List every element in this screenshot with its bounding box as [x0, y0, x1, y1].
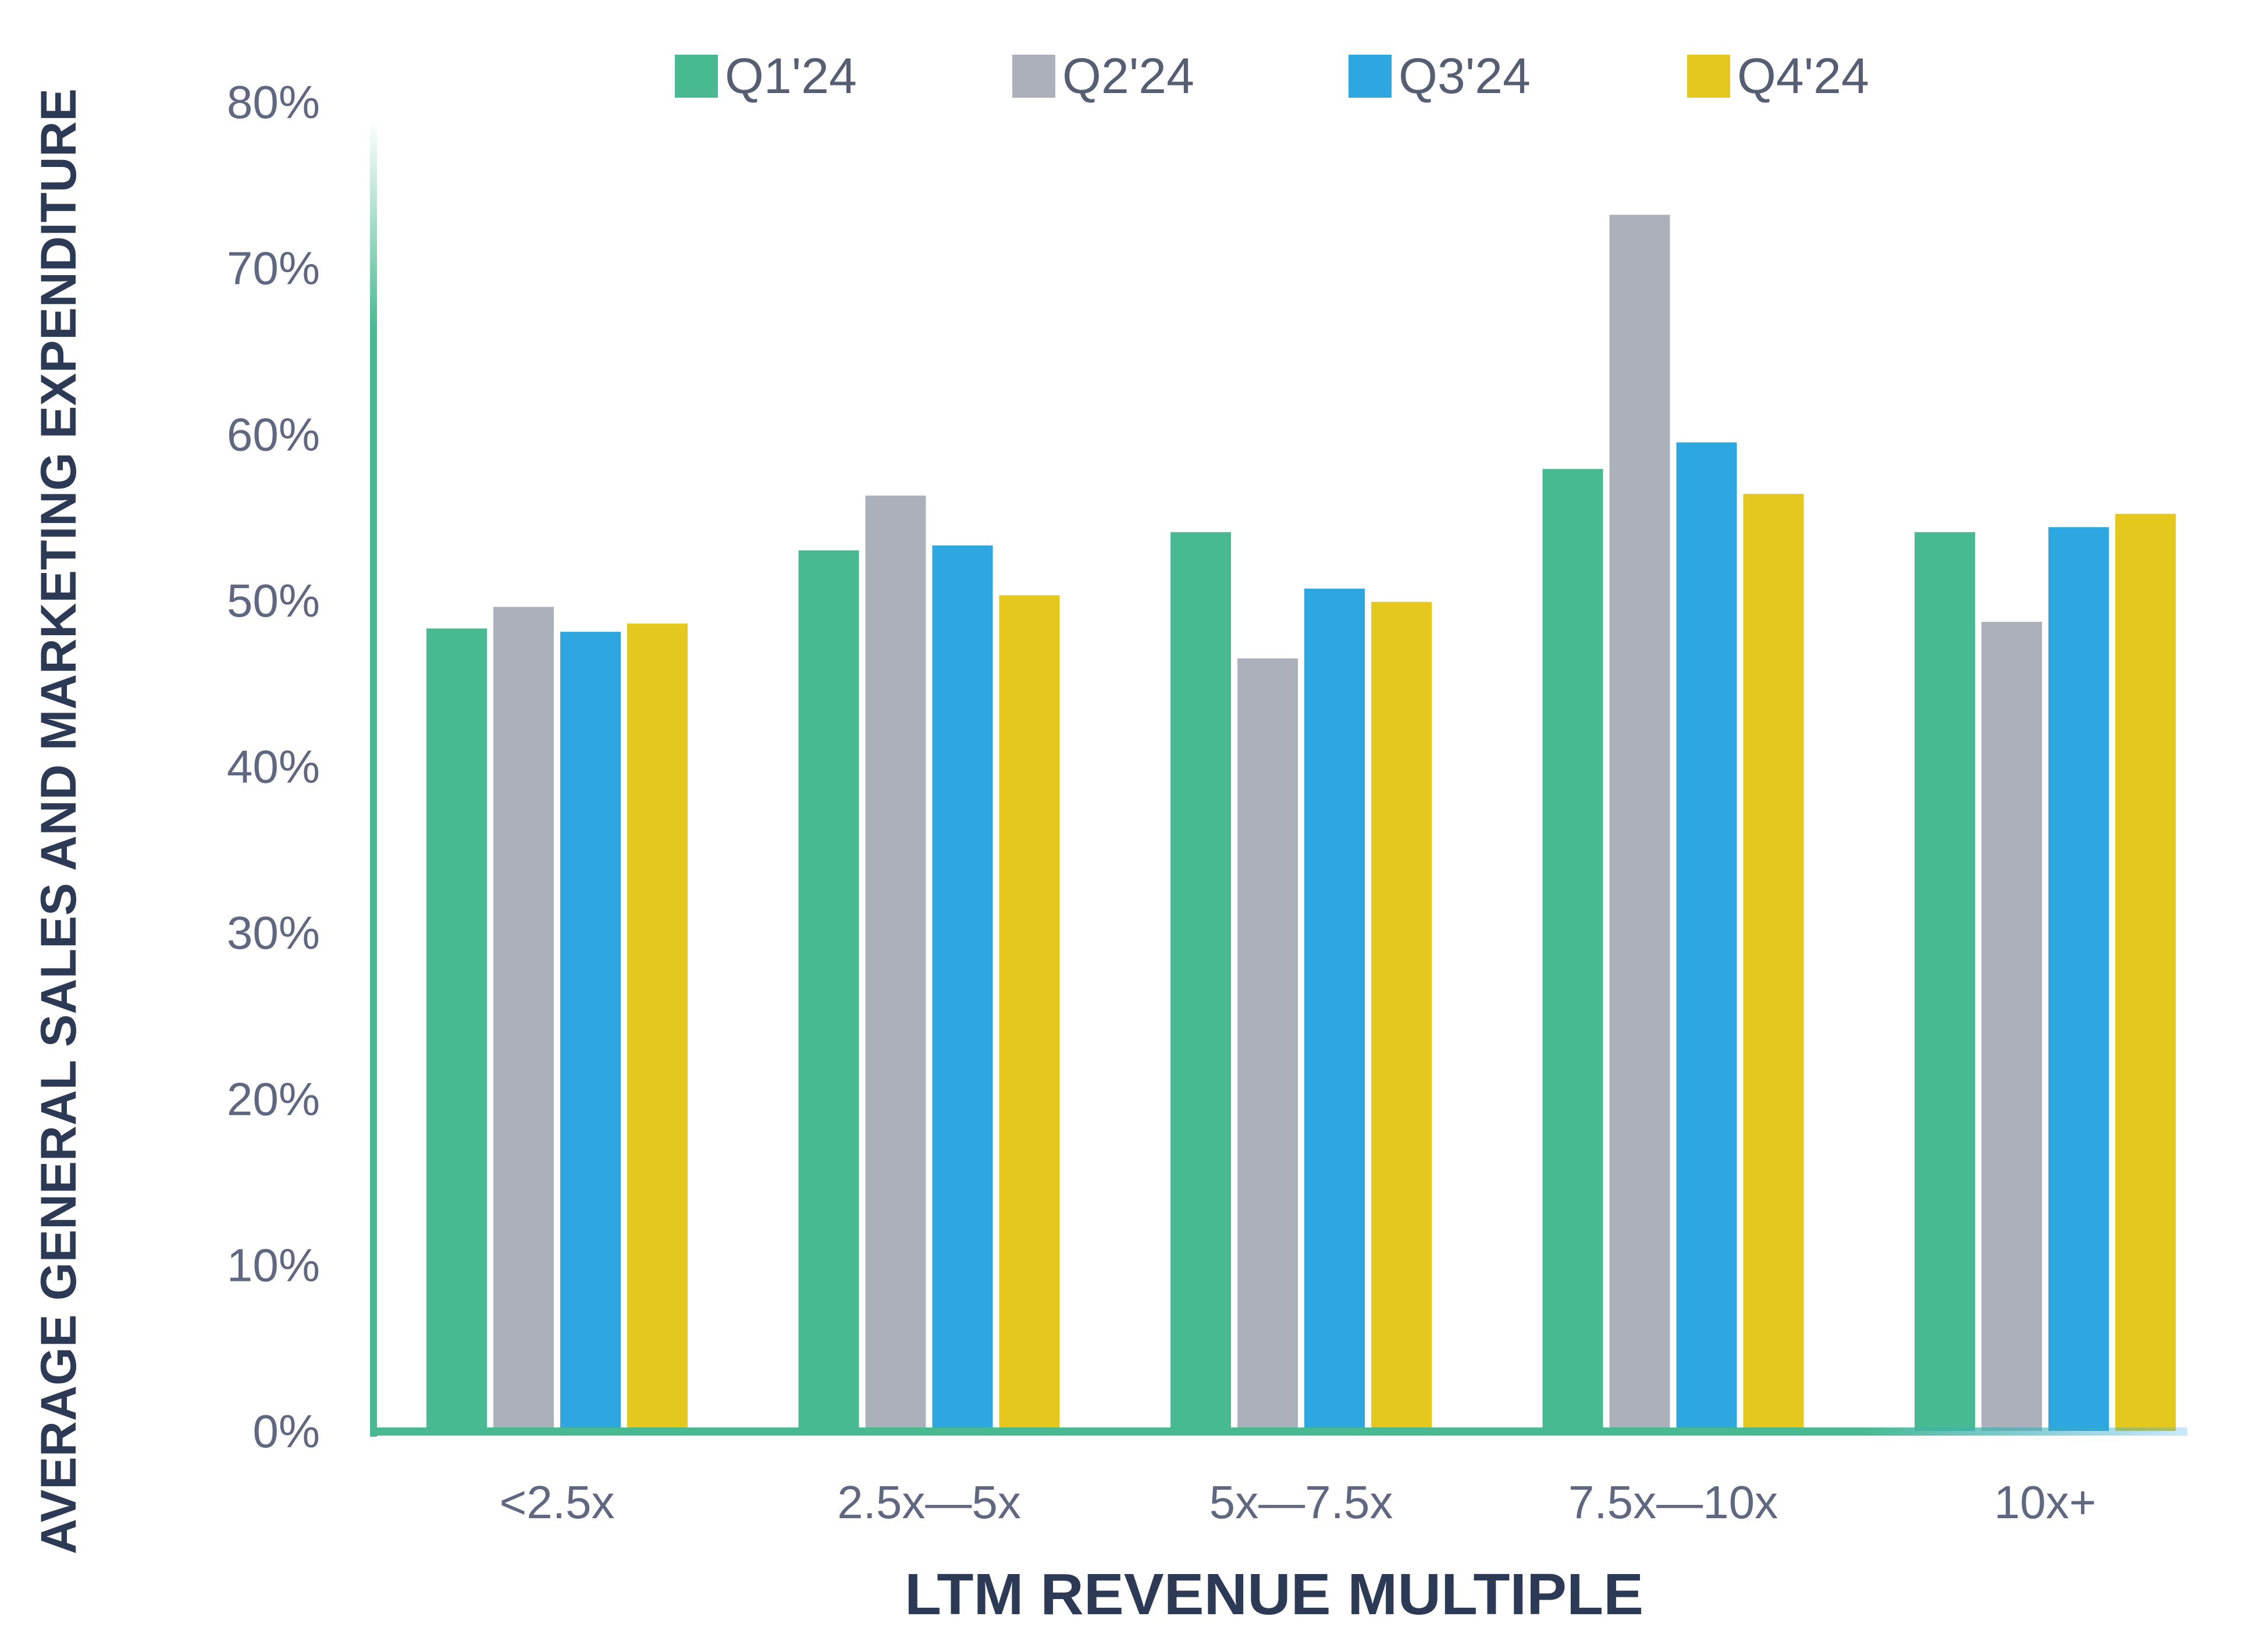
bar-q324-1 — [932, 545, 993, 1431]
legend-label: Q4'24 — [1737, 48, 1869, 104]
bar-q124-1 — [798, 550, 859, 1431]
bar-q324-2 — [1304, 588, 1365, 1431]
bar-q424-0 — [627, 623, 688, 1431]
x-category-label: 5x—7.5x — [1209, 1476, 1393, 1528]
bar-q324-3 — [1676, 442, 1737, 1431]
y-tick-label: 70% — [227, 243, 320, 294]
legend-swatch — [1012, 55, 1055, 98]
bar-q424-4 — [2115, 514, 2176, 1431]
x-category-label: 10x+ — [1994, 1476, 2097, 1528]
x-axis-line — [370, 1427, 2187, 1436]
y-tick-label: 10% — [227, 1239, 320, 1291]
bar-q324-0 — [560, 632, 621, 1431]
x-axis-categories: <2.5x 2.5x—5x 5x—7.5x 7.5x—10x 10x+ — [500, 1476, 2097, 1528]
bar-q224-3 — [1609, 215, 1670, 1431]
y-tick-label: 60% — [227, 408, 320, 460]
bar-q224-4 — [1981, 622, 2042, 1431]
y-tick-label: 80% — [227, 76, 320, 128]
bar-q124-0 — [426, 628, 487, 1431]
legend-swatch — [1349, 55, 1392, 98]
y-tick-label: 0% — [252, 1405, 320, 1457]
bar-q424-1 — [999, 595, 1060, 1431]
bar-q424-2 — [1371, 601, 1432, 1431]
x-axis-title: LTM REVENUE MULTIPLE — [905, 1562, 1643, 1627]
legend: Q1'24 Q2'24 Q3'24 Q4'24 — [675, 48, 1869, 104]
bar-q224-0 — [493, 607, 554, 1431]
legend-swatch — [1687, 55, 1730, 98]
y-axis-ticks: 0% 10% 20% 30% 40% 50% 60% 70% 80% — [227, 76, 320, 1457]
bar-q124-4 — [1915, 532, 1975, 1431]
y-tick-label: 50% — [227, 575, 320, 626]
y-axis-line — [370, 119, 377, 1437]
bars — [426, 215, 2176, 1432]
x-category-label: 7.5x—10x — [1568, 1476, 1778, 1528]
legend-label: Q3'24 — [1399, 48, 1531, 104]
bar-q224-1 — [865, 495, 926, 1431]
bar-q324-4 — [2048, 527, 2109, 1432]
y-axis-title: AVERAGE GENERAL SALES AND MARKETING EXPE… — [31, 88, 87, 1554]
legend-label: Q1'24 — [725, 48, 857, 104]
y-tick-label: 20% — [227, 1073, 320, 1125]
x-category-label: 2.5x—5x — [837, 1476, 1021, 1528]
x-category-label: <2.5x — [500, 1476, 615, 1528]
bar-q124-2 — [1171, 532, 1231, 1431]
legend-label: Q2'24 — [1062, 48, 1194, 104]
bar-q424-3 — [1743, 494, 1804, 1432]
bar-q224-2 — [1237, 658, 1298, 1431]
y-tick-label: 30% — [227, 907, 320, 959]
bar-q124-3 — [1542, 469, 1603, 1432]
y-tick-label: 40% — [227, 741, 320, 793]
legend-swatch — [675, 55, 718, 98]
